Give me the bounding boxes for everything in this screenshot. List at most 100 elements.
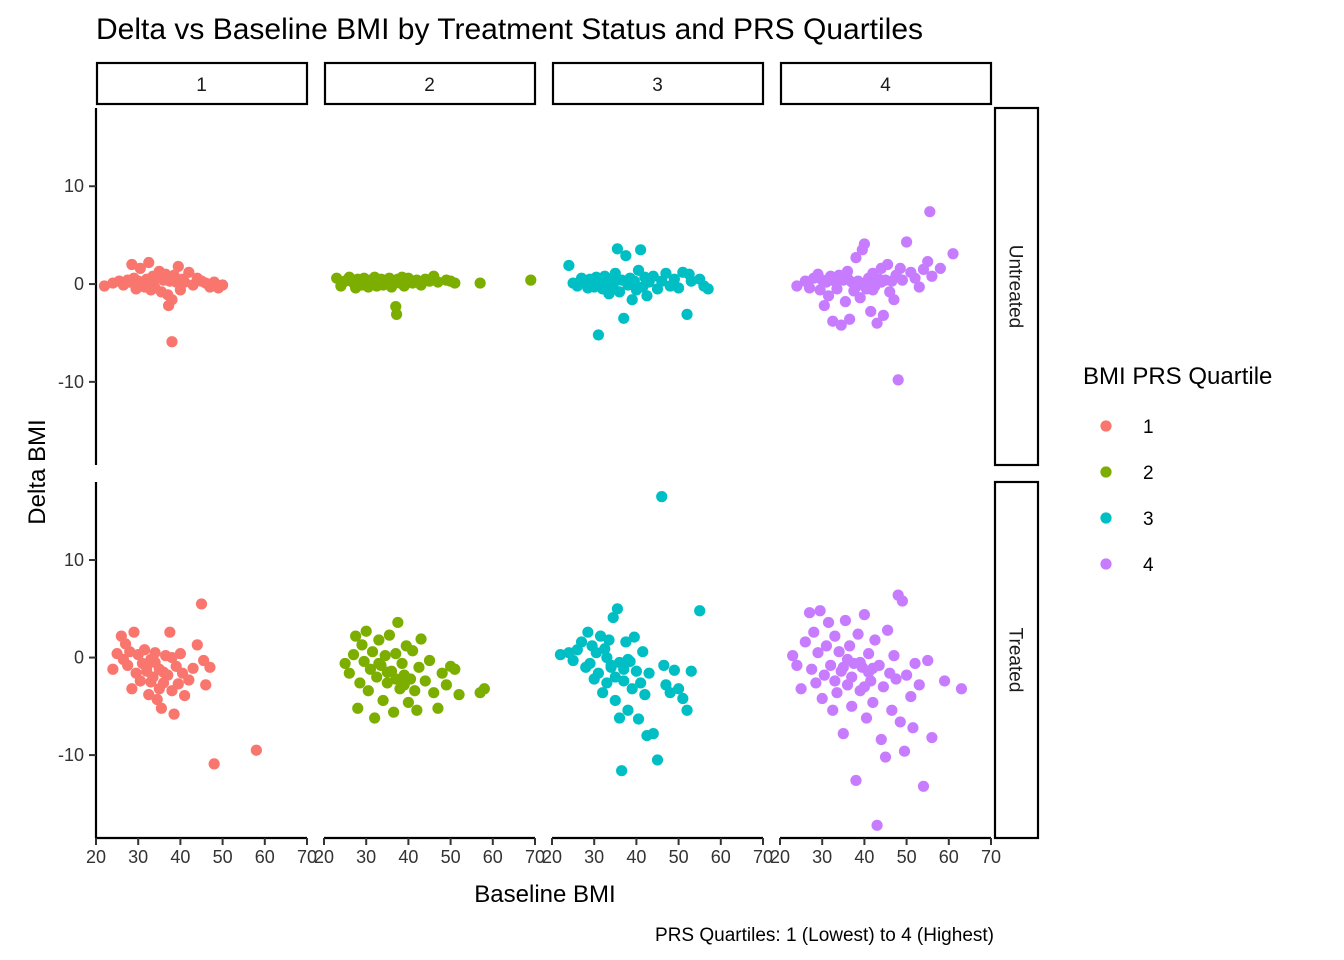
x-tick-label: 20 [542, 847, 562, 867]
y-tick-label: -10 [58, 745, 84, 765]
data-point [803, 607, 816, 619]
x-tick-label: 70 [525, 847, 545, 867]
data-point [850, 281, 862, 293]
data-point [934, 262, 946, 275]
data-point [166, 336, 178, 348]
data-point [875, 733, 887, 746]
data-point [839, 614, 852, 627]
data-point [616, 765, 628, 777]
data-point [867, 662, 879, 674]
data-point [360, 625, 372, 637]
data-point [879, 751, 892, 763]
data-point [858, 238, 871, 250]
data-point [791, 280, 803, 292]
data-point [651, 754, 664, 766]
y-tick-label: 10 [64, 550, 84, 570]
data-point [896, 595, 908, 607]
data-point [909, 657, 921, 670]
data-point [354, 677, 366, 689]
data-point [371, 671, 383, 683]
data-point [643, 667, 655, 679]
data-point [791, 659, 803, 671]
data-point [339, 657, 351, 670]
data-point [626, 683, 638, 695]
x-tick-label: 60 [939, 847, 959, 867]
data-point [877, 309, 889, 321]
data-point [373, 634, 385, 646]
data-point [145, 284, 157, 296]
data-point [668, 273, 680, 285]
data-point [584, 657, 596, 670]
data-point [831, 687, 843, 699]
data-point [795, 683, 807, 695]
data-point [449, 277, 461, 289]
data-point [896, 274, 908, 286]
data-point [377, 694, 389, 707]
data-point [818, 299, 830, 312]
data-point [567, 654, 579, 667]
y-tick-label: 0 [74, 274, 84, 294]
data-point [681, 704, 693, 716]
legend-key-4 [1100, 558, 1112, 570]
data-point [582, 626, 594, 638]
data-point [145, 676, 157, 688]
data-point [217, 279, 229, 291]
data-point [172, 260, 184, 273]
data-point [415, 633, 427, 645]
data-point [668, 664, 680, 676]
data-point [835, 319, 847, 331]
data-point [827, 315, 839, 327]
data-point [656, 491, 668, 503]
x-tick-label: 70 [981, 847, 1001, 867]
data-point [622, 653, 634, 666]
panel-untreated-2 [331, 270, 537, 320]
data-point [179, 690, 191, 702]
data-point [388, 706, 400, 718]
y-tick-label: -10 [58, 372, 84, 392]
data-point [702, 283, 714, 295]
data-point [390, 673, 402, 685]
data-point [362, 685, 374, 697]
data-point [814, 284, 826, 296]
data-point [818, 669, 830, 681]
chart-title: Delta vs Baseline BMI by Treatment Statu… [96, 13, 923, 46]
chart-caption: PRS Quartiles: 1 (Lowest) to 4 (Highest) [655, 925, 994, 946]
data-point [894, 262, 906, 275]
facet-strip-row-treated [993, 480, 1040, 840]
facet-strip-col-3 [551, 61, 765, 106]
x-tick-label: 20 [86, 847, 106, 867]
data-point [886, 704, 898, 716]
data-point [183, 674, 195, 686]
data-point [601, 651, 613, 664]
data-point [852, 628, 864, 640]
data-point [601, 677, 613, 689]
data-point [157, 270, 170, 282]
data-point [143, 689, 155, 701]
x-tick-label: 50 [441, 847, 461, 867]
data-point [413, 661, 425, 673]
data-point [892, 374, 904, 386]
data-point [854, 656, 866, 669]
data-point [808, 626, 820, 638]
data-point [134, 262, 146, 275]
data-point [658, 659, 670, 671]
data-point [402, 696, 414, 709]
data-point [419, 675, 431, 687]
data-point [98, 280, 111, 292]
x-tick-label: 30 [584, 847, 604, 867]
data-point [356, 639, 368, 651]
data-point [905, 690, 917, 703]
x-tick-label: 60 [255, 847, 275, 867]
data-point [841, 653, 854, 666]
data-point [837, 728, 849, 740]
data-point [620, 636, 632, 648]
data-point [138, 644, 151, 656]
facet-strip-col-4 [779, 61, 993, 106]
data-point [554, 649, 567, 661]
data-point [677, 692, 689, 705]
data-point [829, 630, 841, 642]
data-point [850, 774, 862, 787]
legend-label: 4 [1143, 555, 1154, 576]
data-point [597, 687, 609, 699]
